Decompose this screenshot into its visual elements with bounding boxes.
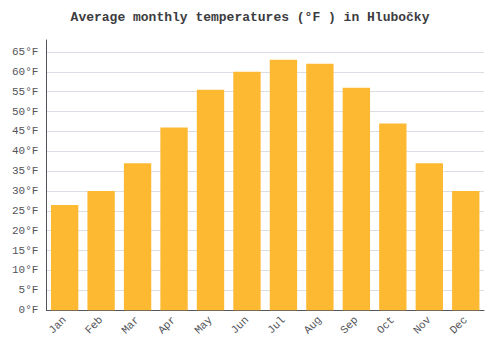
svg-text:65°F: 65°F [12, 46, 38, 58]
svg-text:45°F: 45°F [12, 125, 38, 137]
svg-text:Feb: Feb [83, 314, 105, 336]
svg-text:5°F: 5°F [19, 284, 39, 296]
svg-text:Jul: Jul [265, 314, 287, 336]
svg-text:60°F: 60°F [12, 66, 38, 78]
svg-text:Mar: Mar [119, 314, 141, 336]
svg-text:Apr: Apr [156, 314, 178, 336]
svg-text:Nov: Nov [411, 314, 434, 337]
svg-text:Jan: Jan [46, 314, 68, 336]
svg-text:Oct: Oct [375, 314, 397, 336]
svg-text:30°F: 30°F [12, 185, 38, 197]
svg-text:20°F: 20°F [12, 225, 38, 237]
svg-text:55°F: 55°F [12, 86, 38, 98]
svg-text:Average monthly temperatures (: Average monthly temperatures (°F ) in Hl… [71, 10, 430, 25]
svg-text:35°F: 35°F [12, 165, 38, 177]
svg-text:Jun: Jun [229, 314, 251, 336]
svg-text:Dec: Dec [448, 314, 470, 336]
svg-text:Sep: Sep [338, 314, 360, 336]
svg-text:40°F: 40°F [12, 145, 38, 157]
svg-text:25°F: 25°F [12, 205, 38, 217]
svg-text:50°F: 50°F [12, 106, 38, 118]
svg-text:10°F: 10°F [12, 264, 38, 276]
svg-text:0°F: 0°F [19, 304, 39, 316]
svg-text:15°F: 15°F [12, 245, 38, 257]
svg-text:Aug: Aug [302, 314, 324, 336]
svg-text:May: May [192, 314, 215, 337]
